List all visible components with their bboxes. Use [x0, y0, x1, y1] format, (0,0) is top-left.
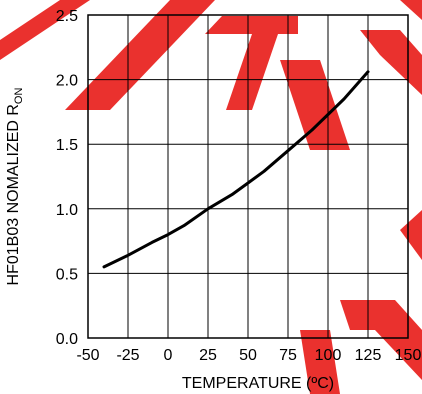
watermark-stroke: [340, 300, 422, 380]
watermark-stroke: [400, 0, 422, 20]
y-tick-label: 0.5: [56, 266, 78, 283]
y-axis-title-subscript: ON: [13, 87, 25, 104]
x-tick-label: 150: [395, 347, 422, 364]
x-axis-title: TEMPERATURE (ºC): [182, 375, 334, 392]
plot-frame: [87, 14, 409, 339]
watermark-stroke: [226, 34, 278, 110]
x-tick-label: 100: [315, 347, 342, 364]
watermark-stroke: [400, 210, 422, 260]
y-tick-label: 1.5: [56, 137, 78, 154]
watermark-stroke: [0, 0, 90, 60]
watermark-stroke: [65, 0, 215, 110]
y-tick-labels: 0.0 0.5 1.0 1.5 2.0 2.5: [56, 8, 78, 348]
series-group: [102, 70, 370, 269]
watermark-stroke: [205, 16, 298, 34]
x-tick-label: 25: [199, 347, 217, 364]
y-tick-label: 1.0: [56, 202, 78, 219]
x-tick-label: 0: [164, 347, 173, 364]
x-tick-label: -50: [76, 347, 99, 364]
watermark-stroke: [300, 330, 340, 394]
y-tick-label: 0.0: [56, 331, 78, 348]
y-axis-title: HF01B03 NOMALIZED RON: [5, 87, 25, 285]
x-tick-labels: -50 -25 0 25 50 75 100 125 150: [76, 347, 421, 364]
x-tick-label: 75: [279, 347, 297, 364]
x-tick-label: -25: [116, 347, 139, 364]
y-tick-label: 2.5: [56, 8, 78, 25]
watermark-stroke: [280, 60, 350, 150]
y-tick-label: 2.0: [56, 73, 78, 90]
x-tick-label: 50: [239, 347, 257, 364]
y-axis-title-main: HF01B03 NOMALIZED R: [5, 104, 22, 285]
x-tick-label: 125: [355, 347, 382, 364]
series-line: [102, 70, 370, 269]
watermark-stroke: [360, 30, 422, 95]
